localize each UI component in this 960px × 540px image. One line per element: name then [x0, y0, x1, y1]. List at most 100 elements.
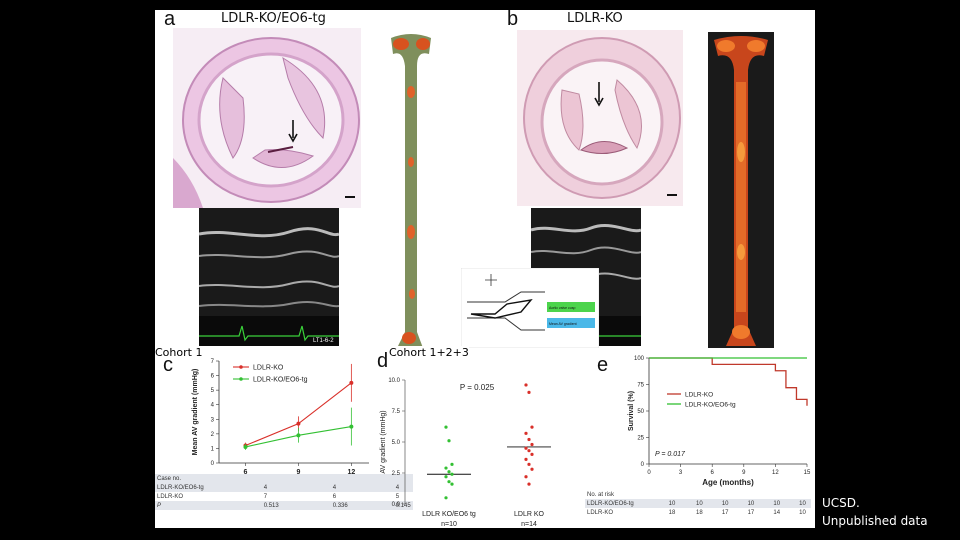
table-c-row-label: LDLR-KO [157, 493, 184, 500]
panel-b-title: LDLR-KO [567, 11, 623, 26]
schematic-label-1: Aortic valve cusp [549, 306, 576, 310]
table-cell: 14 [773, 509, 781, 516]
x-category-label: LDLR KO/EO6 tg [422, 511, 476, 518]
legend-label: LDLR-KO [253, 365, 284, 372]
data-point [444, 496, 448, 500]
legend-marker [239, 365, 243, 369]
table-c: Case no. LDLR-KO/EO6-tg 4 4 4 LDLR-KO 7 6 5 P 0… [155, 474, 413, 510]
y-tick-label: 1 [211, 446, 215, 452]
y-tick-label: 50 [637, 409, 644, 415]
table-c-header: Case no. [157, 475, 182, 482]
schematic-label-2: Mean AV gradient [549, 322, 577, 326]
data-point [450, 462, 454, 466]
data-point [530, 452, 534, 456]
data-point [524, 383, 528, 387]
data-point [296, 421, 301, 426]
data-point [527, 462, 531, 466]
data-point [524, 457, 528, 461]
y-tick-label: 2.5 [392, 471, 401, 477]
table-cell: 4 [395, 484, 400, 491]
data-point [527, 449, 531, 453]
y-axis-label: Mean AV gradient (mmHg) [192, 369, 199, 456]
panel-c-letter: c [163, 354, 173, 376]
data-point [349, 380, 354, 385]
data-point [527, 390, 531, 394]
x-tick-label: 3 [679, 470, 683, 476]
legend-label: LDLR-KO [685, 392, 713, 399]
table-cell: 0.145 [395, 502, 411, 509]
figure: a LDLR-KO/EO6-tg [155, 10, 815, 528]
footer-note-line2: Unpublished data [822, 514, 928, 528]
series-line [649, 357, 808, 406]
y-axis-label: AV gradient (mmHg) [380, 410, 387, 473]
table-cell: 0.336 [332, 502, 348, 509]
data-point [530, 442, 534, 447]
table-c-row-label: LDLR-KO/EO6-tg [157, 484, 204, 491]
data-point [530, 467, 534, 471]
table-e: No. at risk LDLR-KO/EO6-tg 10 10 10 10 1… [585, 490, 811, 517]
data-point [444, 425, 448, 429]
table-e-row-label: LDLR-KO [587, 509, 614, 516]
data-point [524, 431, 528, 435]
table-cell: 10 [696, 500, 703, 507]
table-cell: 17 [721, 509, 729, 516]
group-count: n=14 [521, 521, 537, 526]
panel-b-letter: b [507, 10, 519, 30]
panel-a-letter: a [164, 10, 176, 30]
data-point [349, 424, 354, 429]
table-e-header: No. at risk [587, 491, 615, 498]
data-point [450, 472, 454, 476]
panel-a-title: LDLR-KO/EO6-tg [221, 11, 326, 26]
legend-marker [239, 377, 243, 381]
y-tick-label: 7 [211, 359, 215, 365]
table-cell: 4 [263, 484, 268, 491]
y-tick-label: 4 [211, 403, 215, 409]
p-value-annotation: P = 0.025 [460, 383, 495, 392]
table-cell: 4 [332, 484, 337, 491]
x-tick-label: 12 [347, 469, 355, 476]
echo-a-label: LT1-6-2 [313, 338, 334, 344]
y-tick-label: 5.0 [392, 440, 401, 446]
aorta-image-b [708, 32, 774, 348]
x-tick-label: 6 [711, 470, 715, 476]
x-tick-label: 9 [296, 469, 300, 476]
legend-label: LDLR-KO/EO6-tg [253, 377, 308, 384]
panel-c-cohort: Cohort 1 [155, 346, 203, 359]
data-point [447, 439, 451, 443]
y-tick-label: 0 [641, 462, 645, 468]
echo-image-a: LT1-6-2 [199, 208, 339, 346]
chart-d: 0.0 2.5 5.0 7.5 10.0 AV gradient (mmHg) P = 0.… [380, 378, 551, 526]
data-point [243, 444, 248, 449]
table-cell: 18 [696, 509, 703, 516]
group-count: n=10 [441, 521, 457, 526]
table-cell: 10 [799, 509, 806, 516]
histology-image-b [517, 30, 683, 206]
data-point [296, 433, 301, 438]
p-value-annotation: P = 0.017 [655, 451, 686, 458]
y-tick-label: 0 [211, 461, 215, 467]
histology-image-a [173, 28, 361, 208]
table-cell: 0.513 [263, 502, 279, 509]
y-tick-label: 100 [634, 356, 645, 362]
data-point [527, 482, 531, 486]
y-tick-label: 5 [211, 388, 215, 394]
y-axis-label: Survival (%) [628, 391, 635, 431]
table-cell: 10 [799, 500, 806, 507]
table-cell: 7 [263, 493, 268, 500]
footer-note-line1: UCSD. [822, 496, 860, 510]
y-tick-label: 6 [211, 374, 215, 380]
data-point [524, 446, 528, 450]
x-axis-label: Age (months) [268, 478, 320, 485]
table-cell: 17 [747, 509, 755, 516]
x-tick-label: 12 [772, 470, 779, 476]
panel-d-letter: d [377, 350, 389, 372]
x-tick-label: 6 [244, 469, 248, 476]
table-cell: 10 [773, 500, 781, 507]
panel-d-cohort: Cohort 1+2+3 [389, 346, 469, 359]
y-tick-label: 7.5 [392, 409, 401, 415]
valve-schematic: Aortic valve cusp Mean AV gradient [461, 268, 599, 348]
footer-note: UCSD. Unpublished data [822, 494, 928, 530]
panel-e-letter: e [597, 354, 609, 376]
data-point [444, 475, 448, 479]
